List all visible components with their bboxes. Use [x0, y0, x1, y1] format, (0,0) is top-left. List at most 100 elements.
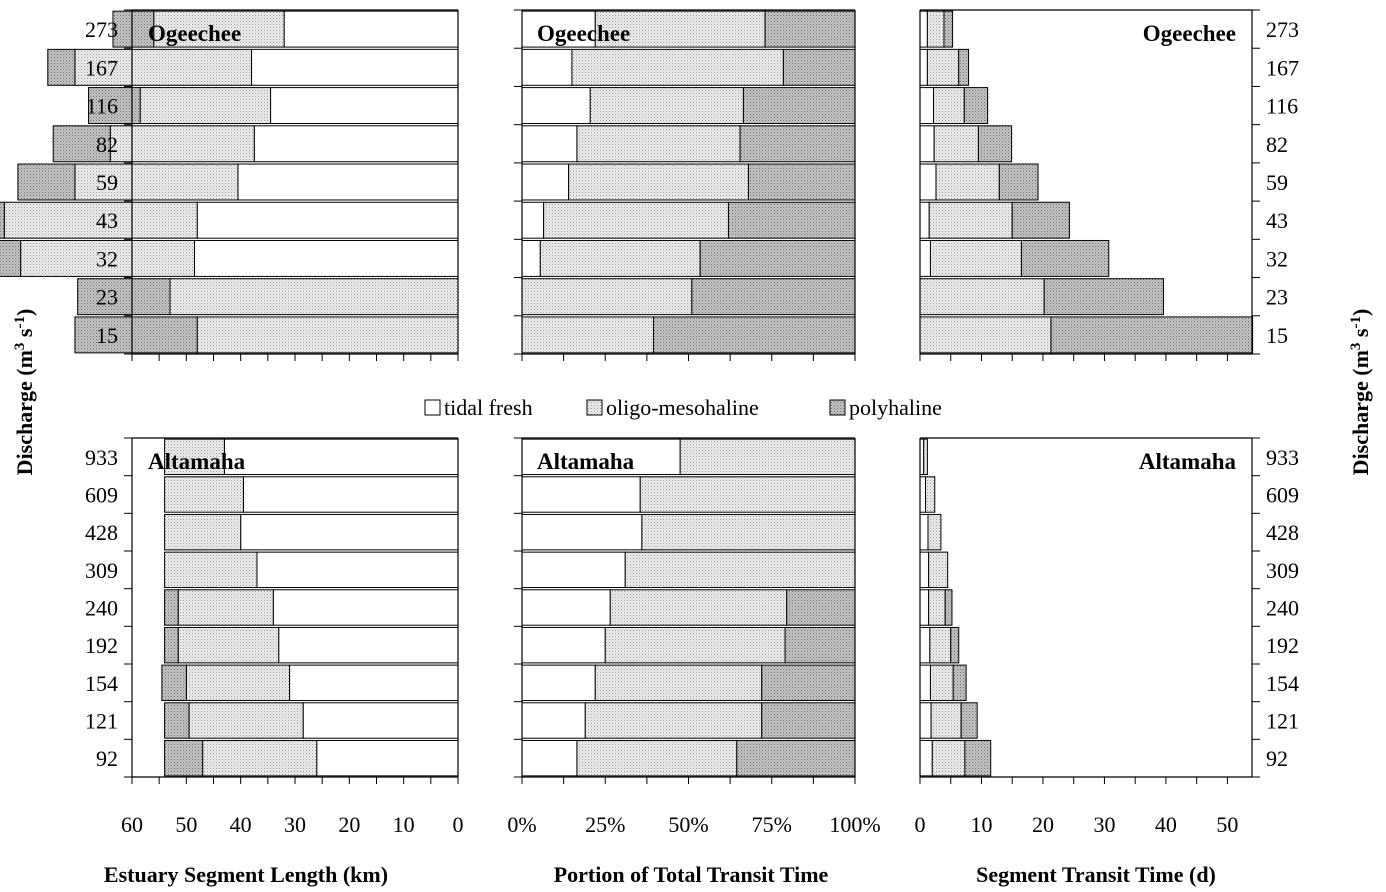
bar-tidal-fresh-43: [196, 201, 459, 239]
x-axis-title-length: Estuary Segment Length (km): [104, 862, 388, 887]
x-tick-label: 10: [970, 812, 992, 837]
x-tick-label: 0: [915, 812, 926, 837]
bar-oligo-mesohaline-43: [543, 201, 729, 239]
bar-polyhaline-240: [786, 589, 856, 626]
x-tick-label: 20: [1032, 812, 1054, 837]
bar-oligo-mesohaline-428: [164, 513, 242, 551]
bar-oligo-mesohaline-273: [926, 10, 945, 48]
bar-polyhaline-273: [943, 10, 954, 48]
y-tick-label: 428: [1266, 520, 1299, 545]
panel-title: Altamaha: [148, 449, 246, 474]
y-tick-label: 428: [85, 520, 118, 545]
x-tick-label: 40: [230, 812, 252, 837]
y-tick-label: 154: [85, 671, 118, 696]
bar-oligo-mesohaline-154: [594, 664, 763, 702]
bar-polyhaline-240: [164, 589, 179, 626]
y-tick-label: 192: [1266, 633, 1299, 658]
bar-oligo-mesohaline-167: [926, 48, 960, 86]
bar-tidal-fresh-59: [919, 163, 937, 201]
bar-oligo-mesohaline-23: [521, 278, 693, 316]
bar-tidal-fresh-240: [272, 589, 459, 626]
bar-polyhaline-116: [963, 87, 989, 125]
bar-oligo-mesohaline-933: [679, 438, 856, 476]
bar-oligo-mesohaline-309: [624, 551, 856, 589]
bar-oligo-mesohaline-59: [568, 163, 749, 201]
bar-tidal-fresh-192: [278, 626, 459, 664]
x-tick-label: 60: [121, 812, 143, 837]
bar-oligo-mesohaline-167: [571, 48, 784, 86]
bar-tidal-fresh-121: [521, 702, 586, 739]
bar-oligo-mesohaline-23: [169, 278, 459, 316]
bar-polyhaline-92: [164, 739, 204, 777]
panel-title: Altamaha: [1139, 449, 1237, 474]
bar-tidal-fresh-43: [521, 201, 545, 239]
y-tick-label: 82: [96, 132, 118, 157]
bar-polyhaline-15: [1050, 316, 1254, 354]
y-tick-label: 23: [96, 285, 118, 310]
y-tick-label: 121: [85, 709, 118, 734]
panel-title: Altamaha: [537, 449, 635, 474]
bar-tidal-fresh-192: [919, 626, 931, 664]
panel-title: Ogeechee: [148, 21, 241, 46]
panel-ogeechee-1: Ogeechee: [514, 9, 856, 361]
bar-tidal-fresh-59: [521, 163, 570, 201]
bar-tidal-fresh-116: [919, 87, 935, 125]
bar-polyhaline-154: [952, 664, 967, 702]
y-tick-label: 121: [1266, 709, 1299, 734]
bar-polyhaline-92: [736, 739, 856, 777]
legend-label-oligo-mesohaline: oligo-mesohaline: [606, 395, 759, 420]
y-tick-label: 167: [85, 55, 118, 80]
bar-polyhaline-154: [761, 664, 856, 702]
bar-polyhaline-59: [747, 163, 856, 201]
x-tick-label: 30: [284, 812, 306, 837]
bar-oligo-mesohaline-121: [584, 702, 763, 739]
bar-tidal-fresh-933: [223, 438, 459, 476]
bar-tidal-fresh-428: [919, 513, 929, 551]
bar-oligo-mesohaline-92: [576, 739, 738, 777]
y-tick-label: 192: [85, 633, 118, 658]
bar-oligo-mesohaline-273: [594, 10, 766, 48]
y-tick-label: 43: [96, 208, 118, 233]
bar-oligo-mesohaline-309: [928, 551, 949, 589]
bar-oligo-mesohaline-273: [153, 10, 285, 48]
bar-oligo-mesohaline-192: [929, 626, 952, 664]
bar-tidal-fresh-609: [242, 476, 459, 513]
y-tick-label: 933: [1266, 445, 1299, 470]
bar-oligo-mesohaline-609: [925, 476, 936, 513]
panel-altamaha-1: 0% 25% 50% 75% 100% Altamaha: [507, 437, 881, 837]
bar-tidal-fresh-240: [919, 589, 930, 626]
bar-tidal-fresh-273: [283, 10, 459, 48]
panel-title: Ogeechee: [1143, 21, 1236, 46]
y-axis-label-left: Discharge (m3 s-1): [12, 309, 37, 476]
bar-tidal-fresh-428: [521, 513, 643, 551]
y-tick-label: 609: [85, 483, 118, 508]
bar-tidal-fresh-167: [919, 48, 928, 86]
bar-polyhaline-43: [0, 201, 5, 239]
bar-oligo-mesohaline-116: [933, 87, 965, 125]
y-tick-label: 154: [1266, 671, 1299, 696]
bar-oligo-mesohaline-43: [928, 201, 1013, 239]
bar-oligo-mesohaline-154: [929, 664, 954, 702]
bar-polyhaline-240: [944, 589, 953, 626]
bar-oligo-mesohaline-82: [933, 125, 979, 163]
y-tick-label: 59: [96, 170, 118, 195]
bar-oligo-mesohaline-59: [935, 163, 1000, 201]
bar-oligo-mesohaline-167: [74, 48, 253, 86]
y-tick-label: 240: [85, 596, 118, 621]
bar-polyhaline-167: [958, 48, 970, 86]
x-axis-title-portion: Portion of Total Transit Time: [554, 862, 829, 887]
bar-oligo-mesohaline-116: [589, 87, 744, 125]
bar-tidal-fresh-43: [919, 201, 930, 239]
bar-oligo-mesohaline-121: [930, 702, 962, 739]
bar-tidal-fresh-240: [521, 589, 611, 626]
bar-polyhaline-154: [161, 664, 187, 702]
bar-tidal-fresh-273: [521, 10, 596, 48]
bar-oligo-mesohaline-82: [109, 125, 255, 163]
x-tick-label: 50: [1216, 812, 1238, 837]
bar-polyhaline-43: [727, 201, 856, 239]
bar-polyhaline-32: [0, 239, 22, 277]
y-tick-label: 309: [85, 558, 118, 583]
bar-tidal-fresh-609: [919, 476, 927, 513]
bar-oligo-mesohaline-23: [919, 278, 1045, 316]
bar-oligo-mesohaline-32: [539, 239, 701, 277]
